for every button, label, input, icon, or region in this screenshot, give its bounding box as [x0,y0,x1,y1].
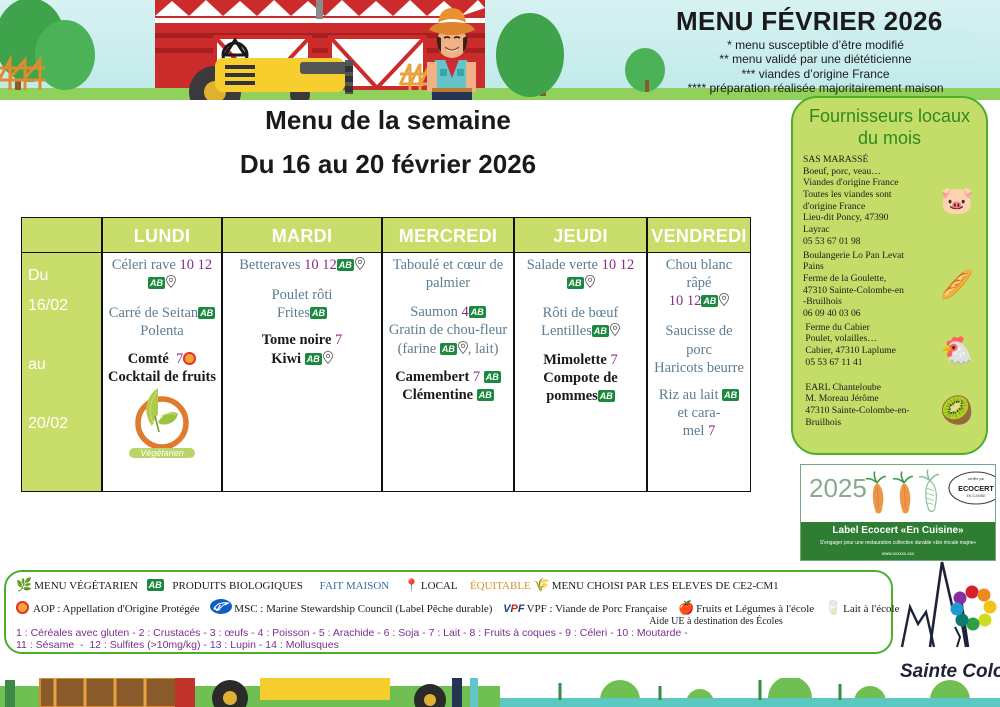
svg-text:EN CUISINE: EN CUISINE [967,494,987,498]
svg-text:certifié par: certifié par [968,477,986,481]
svg-text:ECOCERT: ECOCERT [958,484,994,493]
